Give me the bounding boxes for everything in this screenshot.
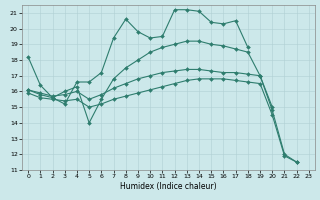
X-axis label: Humidex (Indice chaleur): Humidex (Indice chaleur) — [120, 182, 217, 191]
